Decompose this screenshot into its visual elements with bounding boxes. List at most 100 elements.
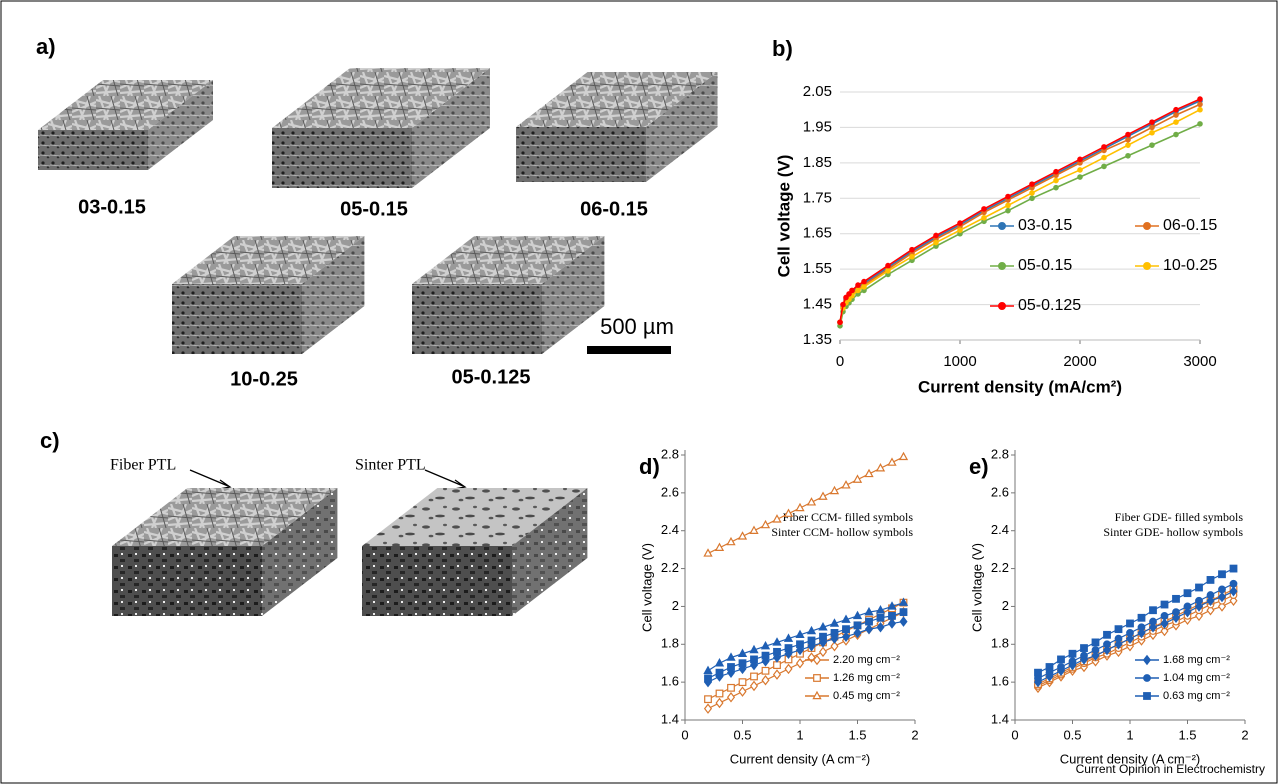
sample-image	[272, 68, 490, 188]
y-tick-label: 1.6	[661, 674, 679, 689]
block-top	[362, 488, 588, 546]
data-point	[1229, 579, 1238, 588]
data-point	[1206, 591, 1215, 599]
ptl-label: Fiber PTL	[110, 457, 176, 474]
data-point	[1229, 586, 1238, 597]
data-point	[1195, 596, 1203, 605]
x-tick-label: 1000	[943, 353, 976, 370]
data-point	[795, 502, 805, 512]
block-top	[272, 68, 490, 128]
data-point	[876, 621, 885, 633]
legend-label: 0.63 mg cm⁻²	[1163, 690, 1230, 702]
block-side	[148, 80, 213, 170]
block-top	[516, 72, 718, 127]
y-axis-label: Cell voltage (V)	[774, 155, 793, 278]
x-axis-label: Current density (A cm⁻²)	[1060, 751, 1201, 766]
data-point	[1149, 119, 1155, 125]
data-point	[840, 301, 846, 308]
legend-label: 1.26 mg cm⁻²	[833, 672, 900, 684]
journal-credit: Current Opinion in Electrochemistry	[1076, 762, 1265, 776]
data-point	[887, 601, 897, 610]
data-point	[783, 633, 794, 642]
data-point	[1206, 576, 1215, 584]
data-point	[1218, 570, 1226, 579]
data-point	[855, 282, 861, 288]
data-point	[1173, 131, 1179, 138]
data-point	[841, 631, 851, 642]
data-point	[830, 640, 839, 652]
data-point	[796, 640, 804, 649]
data-point	[1077, 174, 1083, 180]
y-tick-label: 2.8	[991, 446, 1009, 461]
data-point	[714, 658, 725, 667]
sample-image	[412, 236, 605, 354]
data-point	[1091, 646, 1100, 654]
data-point	[865, 617, 873, 626]
data-point	[1137, 623, 1146, 632]
y-tick-label: 2.05	[803, 83, 832, 100]
data-point	[1068, 657, 1077, 666]
y-tick-label: 1.85	[803, 154, 832, 171]
data-point	[981, 206, 987, 212]
data-point	[846, 291, 852, 297]
panel-label: d)	[639, 454, 660, 479]
sample-image	[362, 488, 588, 616]
y-tick-label: 2	[1002, 598, 1009, 613]
data-point	[737, 648, 748, 657]
data-point	[1053, 184, 1059, 191]
data-point	[852, 610, 863, 620]
data-point	[1217, 591, 1227, 603]
data-point	[704, 695, 712, 704]
block-front	[412, 284, 542, 354]
data-point	[1057, 663, 1065, 671]
data-point	[1045, 663, 1054, 671]
x-tick-label: 1.5	[848, 727, 866, 742]
block-front	[362, 546, 512, 616]
sample-image	[38, 80, 213, 170]
data-point	[1005, 193, 1011, 200]
block-front	[272, 128, 412, 188]
data-point	[1029, 195, 1035, 202]
data-point	[1005, 202, 1011, 209]
data-point	[1068, 649, 1077, 658]
x-tick-label: 2	[1241, 727, 1248, 742]
legend-marker	[813, 674, 821, 682]
data-point	[855, 287, 861, 294]
y-tick-label: 1.55	[803, 260, 832, 277]
data-point	[981, 214, 987, 221]
data-point	[738, 659, 747, 668]
y-tick-label: 1.8	[661, 636, 679, 651]
data-point	[784, 644, 793, 652]
data-point	[1195, 583, 1203, 592]
data-point	[853, 627, 862, 639]
data-point	[1080, 651, 1088, 660]
data-point	[1148, 621, 1158, 633]
data-point	[861, 278, 867, 285]
data-point	[738, 686, 747, 697]
data-point	[1173, 106, 1179, 113]
data-point	[1125, 131, 1131, 138]
block-top	[172, 236, 365, 284]
y-tick-label: 1.65	[803, 225, 832, 242]
data-point	[1029, 190, 1035, 196]
data-point	[875, 605, 886, 614]
x-tick-label: 1	[1126, 727, 1133, 742]
data-point	[887, 618, 897, 629]
x-tick-label: 0	[681, 727, 688, 742]
data-point	[830, 629, 839, 637]
legend-marker	[997, 262, 1006, 271]
data-point	[750, 672, 758, 681]
legend-marker	[1143, 674, 1151, 682]
data-point	[1077, 167, 1083, 173]
y-tick-label: 2.2	[661, 560, 679, 575]
block-top	[112, 488, 338, 546]
block-side	[542, 236, 605, 354]
legend-marker	[812, 690, 822, 700]
y-tick-label: 1.6	[991, 674, 1009, 689]
data-point	[933, 239, 939, 246]
data-point	[1103, 630, 1111, 639]
block-top	[412, 236, 605, 284]
panel-label: e)	[969, 454, 989, 479]
block-front	[38, 130, 148, 170]
block-front	[112, 546, 262, 616]
